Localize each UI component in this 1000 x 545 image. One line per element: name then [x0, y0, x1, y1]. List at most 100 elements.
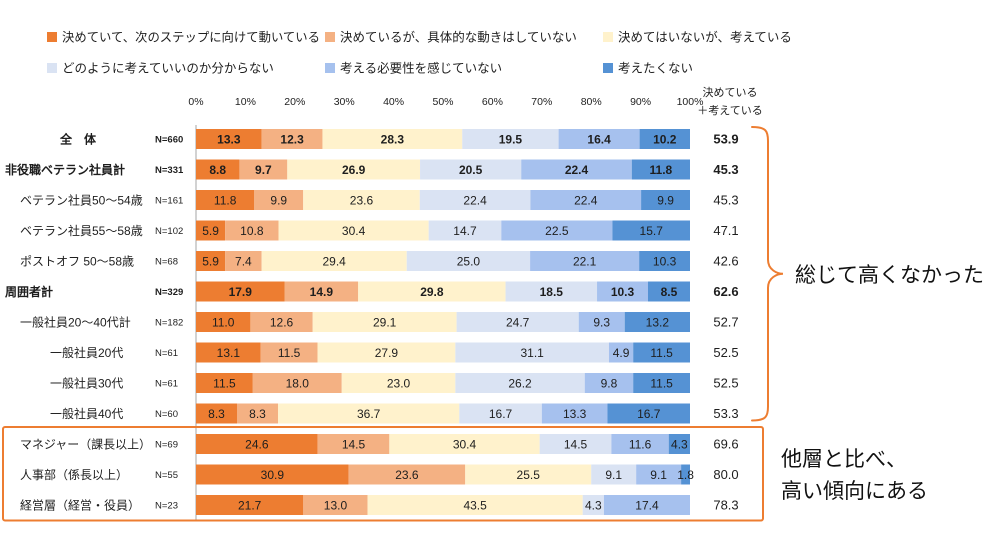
bar-segment-row2-series4 — [420, 159, 522, 180]
bar-segment-row13-series3 — [367, 495, 583, 515]
data-label-row1-series3: 28.3 — [381, 132, 405, 146]
sample-size-label-row12: N=55 — [155, 470, 178, 481]
sample-size-label-row8: N=61 — [155, 348, 178, 359]
bar-segment-row1-series5 — [558, 129, 640, 149]
data-label-row13-series5: 17.4 — [635, 498, 659, 512]
data-label-row10-series3: 36.7 — [357, 407, 381, 421]
legend: 決めていて、次のステップに向けて動いている 決めているが、具体的な動きはしていない… — [47, 30, 792, 76]
bar-segment-row5-series3 — [261, 251, 407, 271]
data-label-row7-series3: 29.1 — [373, 315, 397, 329]
total-header-line-2: ＋考えている — [697, 104, 762, 117]
total-value-row8: 52.5 — [713, 345, 738, 360]
data-label-row10-series2: 8.3 — [249, 407, 266, 421]
data-label-row12-series5: 9.1 — [650, 468, 667, 482]
bar-row-7 — [196, 312, 690, 332]
data-label-row6-series5: 10.3 — [611, 285, 635, 299]
category-label-row4: ベテラン社員55～58歳 — [20, 223, 143, 238]
bar-segment-row9-series5 — [584, 373, 634, 393]
legend-label-1: 決めていて、次のステップに向けて動いている — [62, 30, 320, 45]
legend-item-5: 考える必要性を感じていない — [325, 61, 502, 76]
bar-row-4 — [196, 220, 690, 241]
x-tick-label-5: 50% — [432, 96, 453, 108]
bar-segment-row11-series2 — [317, 434, 390, 454]
bar-segment-row8-series6 — [633, 342, 690, 363]
data-label-row13-series4: 4.3 — [585, 498, 602, 512]
data-label-row3-series4: 22.4 — [463, 193, 487, 207]
bar-segment-row7-series2 — [250, 312, 313, 332]
sample-size-label-row10: N=60 — [155, 409, 178, 420]
category-label-row1: 全 体 — [59, 132, 97, 147]
brace-note: 総じて高くなかった — [795, 264, 984, 287]
legend-item-6: 考えたくない — [603, 62, 693, 76]
bar-segment-row3-series6 — [641, 190, 690, 210]
data-label-row2-series1: 8.8 — [209, 163, 226, 177]
legend-label-3: 決めてはいないが、考えている — [618, 30, 792, 45]
bar-segment-row6-series3 — [358, 281, 506, 302]
bar-segment-row9-series1 — [196, 373, 253, 393]
bar-row-1 — [196, 129, 690, 149]
data-label-row4-series3: 30.4 — [342, 224, 366, 238]
data-label-row8-series6: 11.5 — [650, 346, 673, 360]
bar-segment-row10-series1 — [196, 403, 238, 424]
total-value-row7: 52.7 — [713, 315, 738, 330]
data-label-row13-series2: 13.0 — [324, 498, 348, 512]
bar-segment-row7-series3 — [312, 312, 457, 332]
bar-segment-row6-series5 — [597, 281, 648, 302]
data-label-row2-series2: 9.7 — [255, 163, 272, 177]
bar-segment-row1-series4 — [462, 129, 559, 149]
data-label-row9-series1: 11.5 — [213, 376, 236, 390]
x-tick-label-1: 10% — [235, 96, 256, 108]
category-label-row5: ポストオフ 50～58歳 — [20, 255, 134, 269]
bar-segment-row5-series5 — [530, 251, 640, 271]
legend-swatch-4 — [47, 63, 57, 73]
bar-segment-row11-series1 — [196, 434, 318, 454]
category-label-row2: 非役職ベテラン社員計 — [5, 162, 125, 177]
bar-segment-row3-series5 — [530, 190, 642, 210]
data-label-row12-series2: 23.6 — [395, 468, 419, 482]
bar-segment-row13-series4 — [582, 495, 604, 515]
category-label-row8: 一般社員20代 — [50, 345, 123, 360]
data-label-row6-series2: 14.9 — [310, 285, 334, 299]
bar-row-2 — [196, 159, 690, 180]
bar-segment-row8-series2 — [260, 342, 318, 363]
data-label-row11-series4: 14.5 — [564, 437, 588, 451]
bar-segment-row4-series2 — [225, 220, 279, 241]
bar-segment-row12-series3 — [465, 464, 592, 485]
data-label-row2-series4: 20.5 — [459, 163, 483, 177]
total-value-row2: 45.3 — [713, 162, 738, 177]
bar-segment-row11-series3 — [389, 434, 540, 454]
data-label-row5-series6: 10.3 — [653, 254, 677, 268]
sample-size-label-row6: N=329 — [155, 287, 183, 298]
category-label-row12: 人事部（係長以上） — [20, 467, 128, 482]
bar-segment-row4-series3 — [278, 220, 429, 241]
legend-swatch-6 — [603, 63, 613, 73]
data-label-row6-series1: 17.9 — [229, 285, 253, 299]
bar-segment-row11-series6 — [668, 434, 690, 454]
bar-segment-row4-series6 — [612, 220, 690, 241]
bar-segment-row12-series5 — [636, 464, 682, 485]
legend-label-5: 考える必要性を感じていない — [340, 61, 502, 76]
bar-segment-row7-series1 — [196, 312, 251, 332]
legend-swatch-5 — [325, 63, 335, 73]
data-label-row1-series1: 13.3 — [217, 132, 241, 146]
bar-segment-row10-series4 — [459, 403, 542, 424]
bar-segment-row2-series6 — [631, 159, 690, 180]
bar-segment-row5-series6 — [639, 251, 690, 271]
bar-row-6 — [196, 281, 690, 302]
bar-segment-row9-series3 — [341, 373, 456, 393]
bar-segment-row8-series4 — [455, 342, 609, 363]
data-label-row8-series3: 27.9 — [375, 346, 399, 360]
x-tick-label-6: 60% — [482, 96, 503, 108]
data-label-row9-series3: 23.0 — [387, 376, 411, 390]
category-label-row10: 一般社員40代 — [50, 406, 123, 421]
bar-segment-row12-series1 — [196, 464, 349, 485]
bars — [196, 129, 690, 515]
bar-row-10 — [196, 403, 690, 424]
bar-segment-row5-series2 — [225, 251, 262, 271]
bar-segment-row12-series2 — [348, 464, 466, 485]
sample-size-label-row3: N=161 — [155, 196, 183, 207]
data-label-row3-series2: 9.9 — [270, 193, 287, 207]
x-tick-label-0: 0% — [188, 96, 203, 108]
highlight-box — [2, 426, 764, 522]
data-label-row3-series5: 22.4 — [574, 193, 598, 207]
